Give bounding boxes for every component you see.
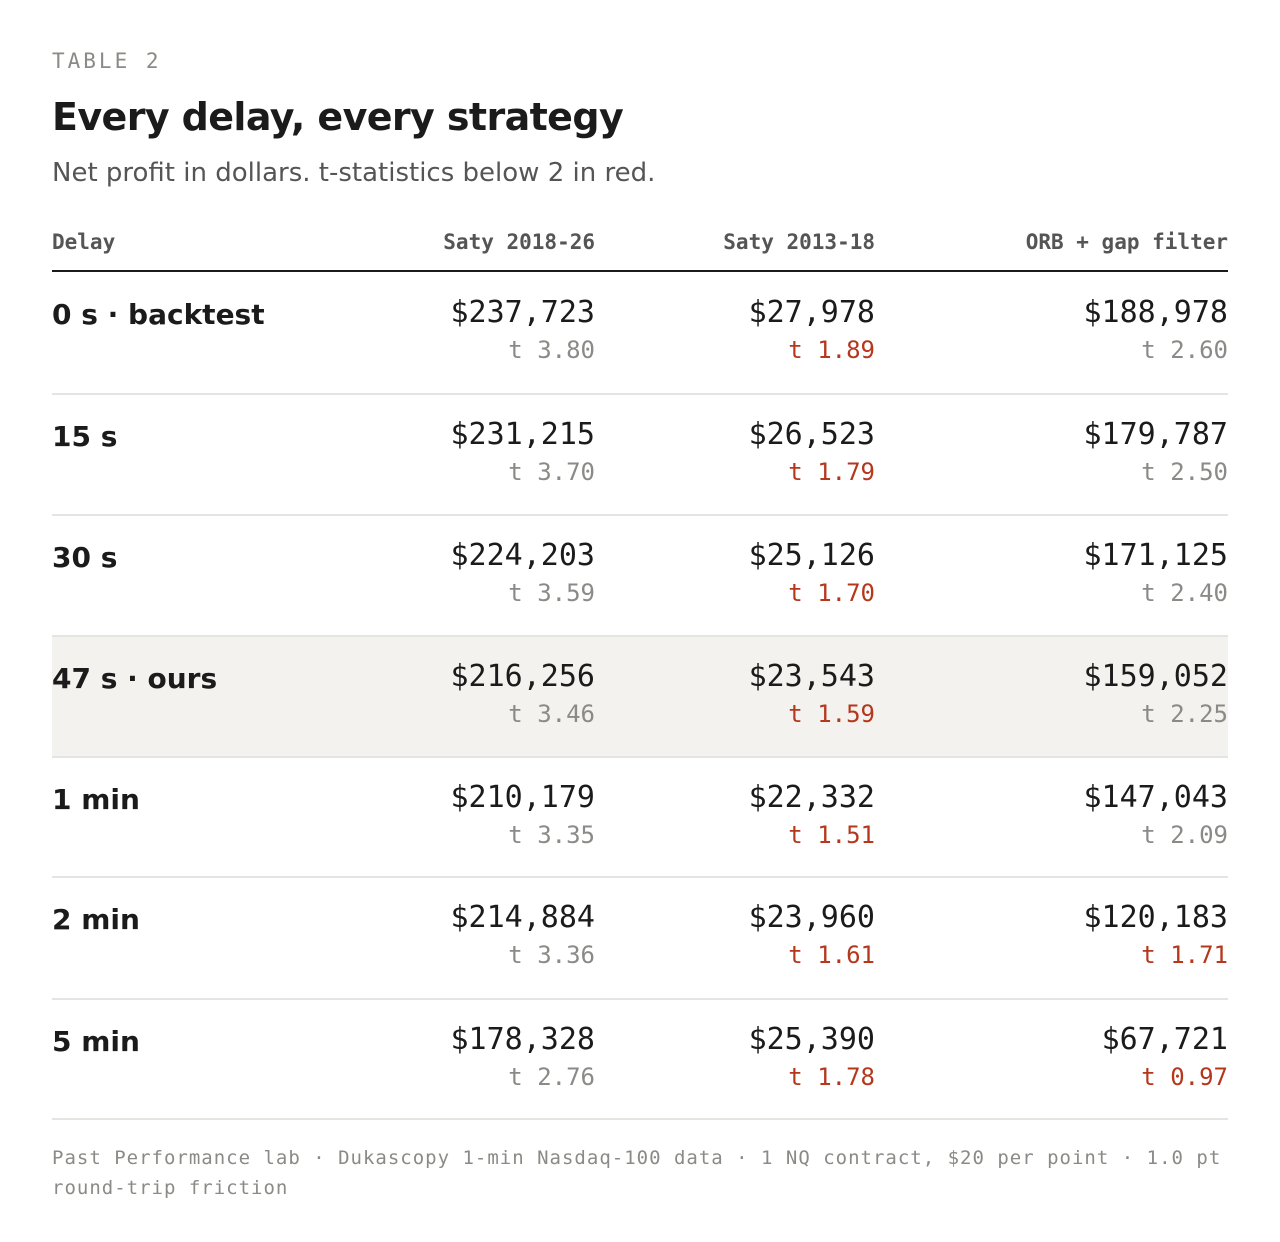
table-row: 1 min $210,179 t 3.35 $22,332 t 1.51 $14… <box>52 758 1228 878</box>
table-subtitle: Net profit in dollars. t-statistics belo… <box>52 158 656 188</box>
net-profit-value: $216,256 <box>450 659 596 694</box>
t-statistic: t 2.76 <box>508 1063 595 1091</box>
t-statistic: t 2.60 <box>1141 336 1228 364</box>
cell-orb-gap-filter: $67,721 t 0.97 <box>1102 1020 1228 1092</box>
net-profit-value: $188,978 <box>1083 295 1229 330</box>
source-footnote: Past Performance lab · Dukascopy 1-min N… <box>52 1147 1222 1199</box>
t-statistic: t 3.70 <box>508 458 595 486</box>
t-statistic: t 1.51 <box>788 821 875 849</box>
cell-saty-2013-18: $25,126 t 1.70 <box>749 536 875 608</box>
table-row: 2 min $214,884 t 3.36 $23,960 t 1.61 $12… <box>52 878 1228 1000</box>
table-header: Delay Saty 2018-26 Saty 2013-18 ORB + ga… <box>52 224 1228 272</box>
t-statistic: t 3.35 <box>508 821 595 849</box>
table-row: 0 s · backtest $237,723 t 3.80 $27,978 t… <box>52 273 1228 395</box>
header-saty-2018-26: Saty 2018-26 <box>443 230 595 254</box>
net-profit-value: $120,183 <box>1083 900 1229 935</box>
cell-orb-gap-filter: $171,125 t 2.40 <box>1084 536 1229 608</box>
cell-saty-2018-26: $224,203 t 3.59 <box>451 536 596 608</box>
net-profit-value: $159,052 <box>1083 659 1229 694</box>
row-delay-label: 5 min <box>52 1025 140 1058</box>
cell-saty-2018-26: $216,256 t 3.46 <box>451 657 596 729</box>
cell-orb-gap-filter: $147,043 t 2.09 <box>1084 778 1229 850</box>
row-delay-label: 2 min <box>52 903 140 936</box>
row-delay-label: 15 s <box>52 420 118 453</box>
cell-orb-gap-filter: $188,978 t 2.60 <box>1084 293 1229 365</box>
table-body: 0 s · backtest $237,723 t 3.80 $27,978 t… <box>52 273 1228 1120</box>
t-statistic: t 1.89 <box>788 336 875 364</box>
t-statistic: t 1.59 <box>788 700 875 728</box>
header-saty-2013-18: Saty 2013-18 <box>723 230 875 254</box>
net-profit-value: $178,328 <box>450 1022 596 1057</box>
net-profit-value: $26,523 <box>748 417 875 452</box>
cell-saty-2013-18: $23,960 t 1.61 <box>749 898 875 970</box>
cell-saty-2018-26: $178,328 t 2.76 <box>451 1020 596 1092</box>
cell-saty-2018-26: $237,723 t 3.80 <box>451 293 596 365</box>
cell-saty-2018-26: $231,215 t 3.70 <box>451 415 596 487</box>
cell-saty-2018-26: $210,179 t 3.35 <box>451 778 596 850</box>
cell-saty-2013-18: $23,543 t 1.59 <box>749 657 875 729</box>
net-profit-value: $27,978 <box>748 295 875 330</box>
net-profit-value: $23,960 <box>748 900 875 935</box>
t-statistic: t 2.50 <box>1141 458 1228 486</box>
net-profit-value: $224,203 <box>450 538 596 573</box>
cell-saty-2018-26: $214,884 t 3.36 <box>451 898 596 970</box>
net-profit-value: $147,043 <box>1083 780 1229 815</box>
t-statistic: t 1.61 <box>788 941 875 969</box>
net-profit-value: $25,126 <box>748 538 875 573</box>
net-profit-value: $25,390 <box>748 1022 875 1057</box>
cell-orb-gap-filter: $159,052 t 2.25 <box>1084 657 1229 729</box>
table-label: TABLE 2 <box>52 49 162 73</box>
cell-saty-2013-18: $26,523 t 1.79 <box>749 415 875 487</box>
row-delay-label: 30 s <box>52 541 118 574</box>
cell-saty-2013-18: $27,978 t 1.89 <box>749 293 875 365</box>
header-delay: Delay <box>52 230 116 254</box>
t-statistic: t 1.71 <box>1141 941 1228 969</box>
cell-orb-gap-filter: $179,787 t 2.50 <box>1084 415 1229 487</box>
net-profit-value: $237,723 <box>450 295 596 330</box>
row-delay-label: 0 s · backtest <box>52 298 265 331</box>
table-row: 30 s $224,203 t 3.59 $25,126 t 1.70 $171… <box>52 516 1228 637</box>
net-profit-value: $171,125 <box>1083 538 1229 573</box>
net-profit-value: $23,543 <box>748 659 875 694</box>
row-delay-label: 47 s · ours <box>52 662 218 695</box>
header-orb-gap-filter: ORB + gap filter <box>1025 230 1228 254</box>
t-statistic: t 1.79 <box>788 458 875 486</box>
net-profit-value: $214,884 <box>450 900 596 935</box>
t-statistic: t 3.80 <box>508 336 595 364</box>
net-profit-value: $22,332 <box>748 780 875 815</box>
net-profit-value: $231,215 <box>450 417 596 452</box>
cell-orb-gap-filter: $120,183 t 1.71 <box>1084 898 1229 970</box>
t-statistic: t 2.40 <box>1141 579 1228 607</box>
table-row: 5 min $178,328 t 2.76 $25,390 t 1.78 $67… <box>52 1000 1228 1120</box>
net-profit-value: $179,787 <box>1083 417 1229 452</box>
t-statistic: t 2.25 <box>1141 700 1228 728</box>
t-statistic: t 3.36 <box>508 941 595 969</box>
net-profit-value: $67,721 <box>1101 1022 1228 1057</box>
cell-saty-2013-18: $22,332 t 1.51 <box>749 778 875 850</box>
t-statistic: t 3.59 <box>508 579 595 607</box>
t-statistic: t 1.70 <box>788 579 875 607</box>
table-row: 15 s $231,215 t 3.70 $26,523 t 1.79 $179… <box>52 395 1228 516</box>
t-statistic: t 0.97 <box>1141 1063 1228 1091</box>
t-statistic: t 3.46 <box>508 700 595 728</box>
cell-saty-2013-18: $25,390 t 1.78 <box>749 1020 875 1092</box>
t-statistic: t 1.78 <box>788 1063 875 1091</box>
t-statistic: t 2.09 <box>1141 821 1228 849</box>
table-title: Every delay, every strategy <box>52 95 624 139</box>
net-profit-value: $210,179 <box>450 780 596 815</box>
row-delay-label: 1 min <box>52 783 140 816</box>
table-row: 47 s · ours $216,256 t 3.46 $23,543 t 1.… <box>52 637 1228 758</box>
